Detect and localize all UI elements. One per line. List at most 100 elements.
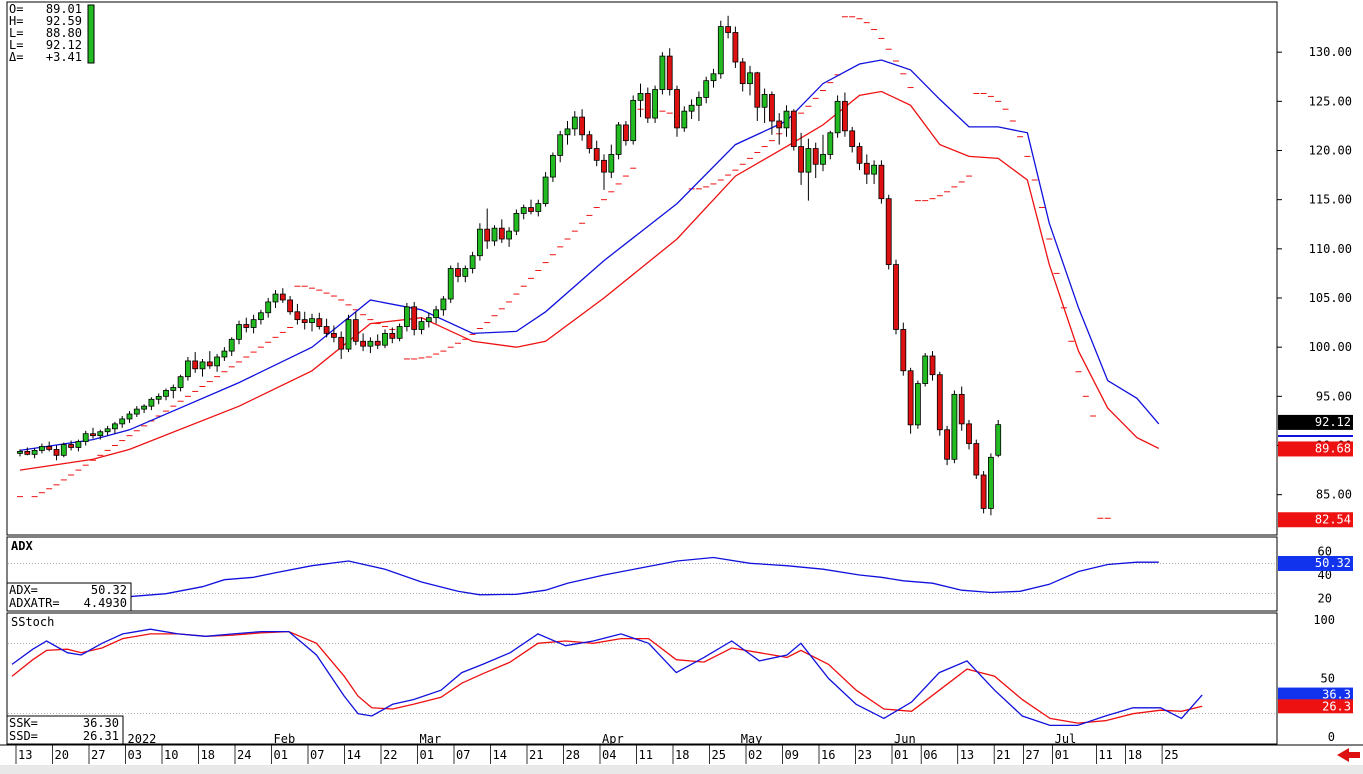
candle-body-52 (396, 326, 403, 339)
candle-body-31 (243, 324, 250, 328)
ssk-value: 36.30 (83, 716, 119, 730)
price-tick-label-1: 125.00 (1309, 94, 1352, 108)
candle-body-89 (666, 55, 673, 90)
candle-body-27 (214, 356, 221, 367)
candle-body-115 (856, 146, 863, 164)
stoch-panel-frame (6, 612, 1278, 745)
candle-body-39 (301, 319, 308, 323)
candle-body-14 (119, 418, 126, 425)
price-tag-bg-2 (1278, 512, 1353, 528)
candle-body-29 (228, 338, 235, 352)
candle-body-22 (177, 376, 184, 388)
candle-body-90 (674, 89, 680, 129)
candle-body-15 (126, 413, 133, 420)
stoch-k-line (11, 628, 1203, 727)
adx-tag-bg (1278, 555, 1353, 571)
readout-open-label: O= (9, 2, 23, 16)
candle-body-113 (842, 100, 848, 132)
candle-body-109 (812, 148, 819, 165)
right-axis-area (1278, 2, 1362, 744)
candle-body-72 (542, 176, 549, 205)
candle-body-49 (374, 340, 381, 346)
candle-body-100 (747, 72, 753, 85)
candle-body-13 (112, 423, 118, 430)
price-plot (17, 15, 1160, 519)
candle-body-103 (769, 94, 775, 122)
candle-body-80 (601, 159, 607, 173)
candle-body-63 (476, 228, 483, 257)
x-tick-label-7: 01 (274, 748, 288, 762)
candle-body-8 (75, 441, 82, 448)
red-moving-average-line (19, 90, 1160, 471)
price-tag-label-0: 92.12 (1315, 415, 1351, 429)
candle-body-86 (644, 93, 651, 119)
candle-body-58 (440, 298, 447, 311)
candle-body-28 (221, 350, 228, 358)
price-tick-label-2: 120.00 (1309, 144, 1352, 158)
candle-body-106 (790, 110, 797, 147)
ohlc-readout: O= 89.01 H= 92.59 L= 88.80 L= 92.12 Δ= +… (9, 2, 95, 64)
x-tick-label-32: 25 (1164, 748, 1178, 762)
stoch-tag-label-1: 26.3 (1322, 699, 1351, 713)
candle-body-38 (294, 311, 301, 321)
x-tick-label-1: 20 (55, 748, 69, 762)
candle-body-68 (513, 213, 520, 232)
candle-body-30 (236, 324, 242, 340)
candle-body-6 (60, 444, 67, 456)
ssd-value: 26.31 (83, 729, 119, 743)
candle-body-53 (403, 306, 410, 327)
candle-body-10 (90, 433, 96, 437)
candle-body-71 (535, 203, 542, 212)
x-tick-label-4: 10 (164, 748, 178, 762)
candle-body-9 (82, 433, 89, 442)
x-tick-label-20: 02 (748, 748, 762, 762)
candle-body-41 (316, 318, 323, 327)
scroll-left-arrow-icon[interactable] (1337, 748, 1360, 762)
candle-body-64 (484, 228, 491, 242)
adx-title: ADX (11, 539, 33, 553)
candle-body-59 (447, 268, 454, 300)
candle-body-46 (352, 319, 359, 342)
scrollbar-track[interactable] (0, 765, 1363, 774)
adx-tick-label-1: 40 (1318, 568, 1332, 582)
x-month-label-0: 2022 (128, 732, 157, 746)
x-month-label-6: Jul (1055, 732, 1077, 746)
x-tick-label-15: 28 (566, 748, 580, 762)
candle-body-122 (907, 370, 914, 426)
x-month-label-3: Apr (602, 732, 624, 746)
candle-body-36 (279, 293, 286, 301)
x-tick-label-8: 07 (310, 748, 324, 762)
candle-body-11 (97, 431, 104, 437)
candle-body-114 (849, 130, 856, 147)
candle-body-62 (469, 255, 476, 269)
x-tick-label-0: 13 (18, 748, 32, 762)
candle-body-19 (155, 395, 162, 400)
adx-value: 50.32 (91, 583, 127, 597)
candle-body-91 (681, 110, 688, 129)
candle-body-74 (557, 134, 564, 156)
adx-line (19, 556, 1159, 602)
readout-change-label: Δ= (9, 50, 23, 64)
candle-body-61 (462, 268, 469, 277)
candle-body-57 (433, 309, 440, 319)
stoch-readout-box (6, 715, 124, 745)
candle-body-78 (586, 134, 593, 149)
x-tick-label-27: 21 (996, 748, 1010, 762)
x-tick-label-14: 21 (529, 748, 543, 762)
candle-body-33 (257, 312, 264, 321)
candle-body-51 (389, 332, 396, 339)
candle-body-110 (820, 154, 826, 165)
ssk-label: SSK= (9, 716, 38, 730)
x-tick-label-11: 01 (420, 748, 434, 762)
x-tick-label-10: 22 (383, 748, 397, 762)
candle-body-117 (871, 164, 877, 175)
candle-body-131 (973, 443, 980, 476)
candle-body-55 (418, 321, 425, 330)
candle-body-44 (338, 336, 345, 350)
candle-body-94 (703, 80, 710, 98)
candle-body-76 (571, 116, 578, 130)
readout-open-value: 89.01 (46, 2, 82, 16)
candle-body-54 (411, 306, 418, 330)
candle-body-79 (593, 148, 600, 161)
